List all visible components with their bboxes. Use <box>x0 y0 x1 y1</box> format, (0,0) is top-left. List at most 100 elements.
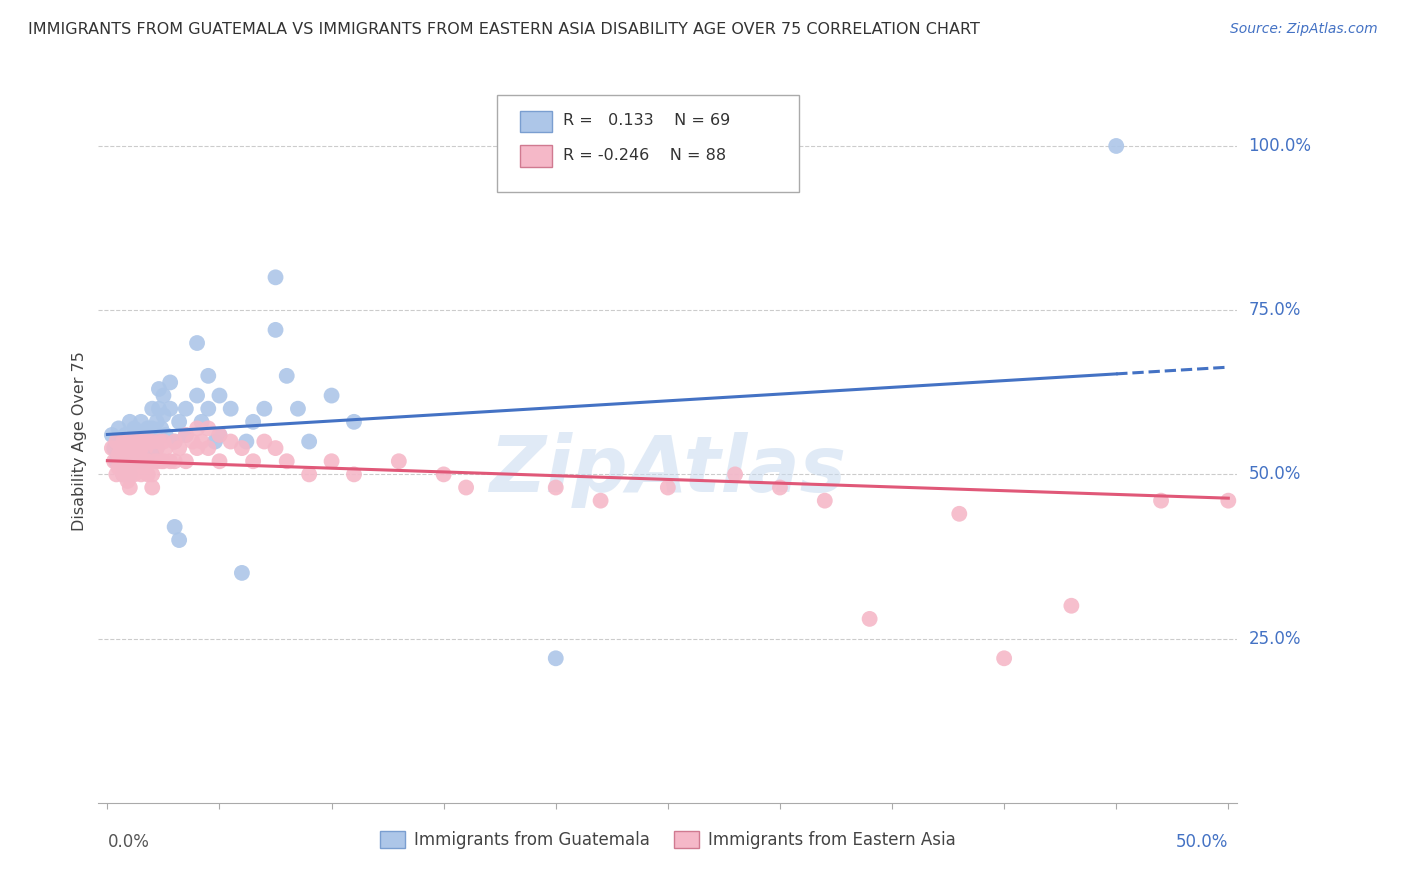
Point <box>145 454 167 468</box>
Point <box>141 421 163 435</box>
Point <box>197 421 219 435</box>
Text: 75.0%: 75.0% <box>1249 301 1301 319</box>
FancyBboxPatch shape <box>520 145 551 167</box>
Text: 0.0%: 0.0% <box>107 833 149 851</box>
Point <box>163 454 186 468</box>
Point <box>253 401 276 416</box>
Point <box>1105 139 1128 153</box>
Point <box>107 448 129 462</box>
Point <box>141 401 163 416</box>
Point <box>264 441 287 455</box>
Point <box>103 454 125 468</box>
Point <box>167 415 190 429</box>
Point <box>181 434 204 449</box>
Point <box>152 388 174 402</box>
Point <box>253 434 276 449</box>
Point <box>148 401 170 416</box>
Point <box>235 434 257 449</box>
Point <box>114 441 136 455</box>
Point <box>343 415 366 429</box>
Point <box>110 454 132 468</box>
Point <box>118 467 141 482</box>
Point <box>321 388 343 402</box>
Point <box>110 441 132 455</box>
Point <box>124 467 146 482</box>
Point <box>167 441 190 455</box>
Point <box>159 401 181 416</box>
Point <box>141 481 163 495</box>
Point <box>118 434 141 449</box>
Point <box>139 434 162 449</box>
Point <box>117 454 139 468</box>
Point <box>145 415 167 429</box>
Point <box>128 454 150 468</box>
Point <box>125 428 148 442</box>
Point <box>150 421 173 435</box>
FancyBboxPatch shape <box>520 111 551 132</box>
Point <box>107 421 129 435</box>
Point <box>121 441 143 455</box>
Point <box>124 434 146 449</box>
Point <box>589 493 612 508</box>
FancyBboxPatch shape <box>498 95 799 193</box>
Point <box>948 507 970 521</box>
Point <box>118 415 141 429</box>
Point <box>276 454 298 468</box>
Point <box>190 434 212 449</box>
Point <box>264 270 287 285</box>
Point <box>174 454 197 468</box>
Point <box>124 441 146 455</box>
Point <box>1218 493 1240 508</box>
Point <box>264 323 287 337</box>
Point <box>136 434 159 449</box>
Point <box>125 441 148 455</box>
Point <box>197 401 219 416</box>
Point <box>208 428 231 442</box>
Point <box>174 401 197 416</box>
Point <box>125 460 148 475</box>
Point <box>186 388 208 402</box>
Point <box>433 467 456 482</box>
Text: IMMIGRANTS FROM GUATEMALA VS IMMIGRANTS FROM EASTERN ASIA DISABILITY AGE OVER 75: IMMIGRANTS FROM GUATEMALA VS IMMIGRANTS … <box>28 22 980 37</box>
Point <box>105 467 128 482</box>
Text: 100.0%: 100.0% <box>1249 137 1312 155</box>
Point <box>105 434 128 449</box>
Point <box>186 441 208 455</box>
Point <box>190 415 212 429</box>
Point <box>159 454 181 468</box>
Point <box>129 467 152 482</box>
Point <box>152 454 174 468</box>
Point <box>724 467 747 482</box>
Point <box>454 481 477 495</box>
Point <box>208 428 231 442</box>
Point <box>129 441 152 455</box>
Point <box>174 428 197 442</box>
Point <box>231 566 253 580</box>
Point <box>114 454 136 468</box>
Point <box>141 441 163 455</box>
Point <box>242 415 264 429</box>
Point <box>276 368 298 383</box>
Point <box>148 434 170 449</box>
Point <box>155 428 177 442</box>
Point <box>231 441 253 455</box>
Point <box>657 481 679 495</box>
Point <box>769 481 792 495</box>
Point <box>129 454 152 468</box>
Point <box>174 428 197 442</box>
Point <box>128 434 150 449</box>
Point <box>1150 493 1173 508</box>
Point <box>141 434 163 449</box>
Point <box>117 474 139 488</box>
Point <box>287 401 309 416</box>
Point <box>129 454 152 468</box>
Text: 50.0%: 50.0% <box>1175 833 1229 851</box>
Point <box>136 448 159 462</box>
Point <box>114 441 136 455</box>
Text: ZipAtlas: ZipAtlas <box>489 433 846 508</box>
Point <box>129 434 152 449</box>
Point <box>110 434 132 449</box>
Point <box>197 368 219 383</box>
Point <box>114 428 136 442</box>
Point <box>208 388 231 402</box>
